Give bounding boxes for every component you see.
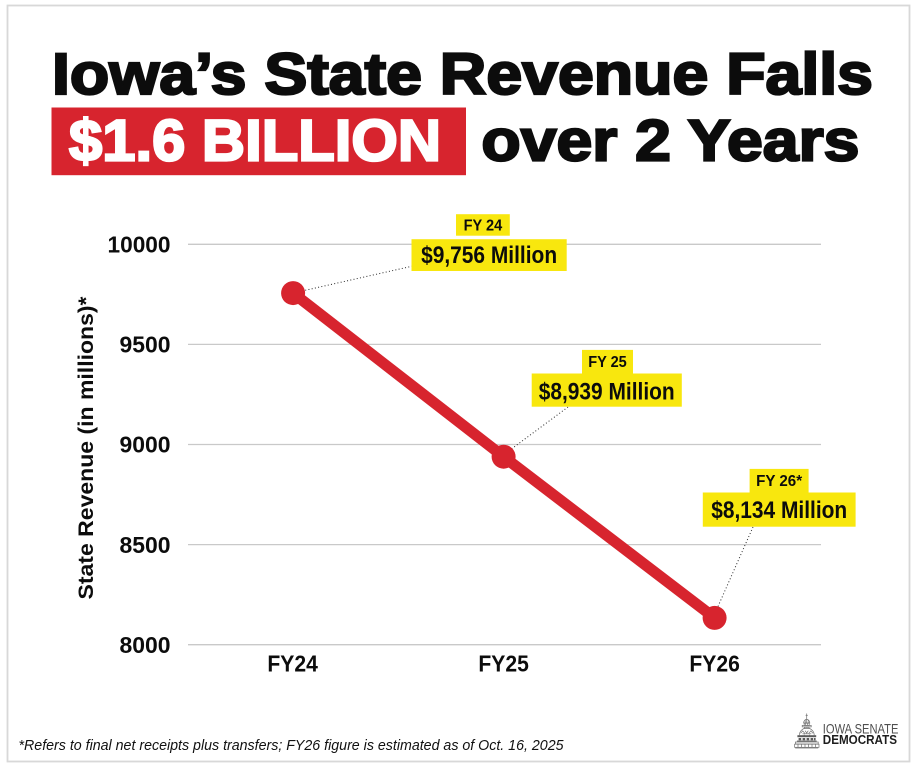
svg-text:$9,756 Million: $9,756 Million — [421, 242, 557, 269]
svg-text:FY 24: FY 24 — [464, 218, 503, 235]
svg-text:$1.6 BILLION: $1.6 BILLION — [69, 109, 441, 174]
svg-text:8500: 8500 — [120, 532, 171, 558]
svg-text:9000: 9000 — [120, 432, 171, 458]
svg-text:$8,134 Million: $8,134 Million — [711, 497, 847, 524]
svg-text:9500: 9500 — [120, 332, 171, 358]
svg-text:FY 26*: FY 26* — [756, 473, 803, 490]
svg-text:IOWA SENATE: IOWA SENATE — [823, 720, 899, 736]
svg-text:8000: 8000 — [120, 632, 171, 658]
svg-text:State Revenue (in millions)*: State Revenue (in millions)* — [75, 296, 98, 600]
svg-text:FY24: FY24 — [267, 651, 318, 677]
svg-text:over 2 Years: over 2 Years — [481, 109, 859, 174]
svg-text:DEMOCRATS: DEMOCRATS — [823, 732, 897, 747]
svg-text:*Refers to final net receipts: *Refers to final net receipts plus trans… — [19, 737, 565, 754]
svg-text:Iowa’s State Revenue Falls: Iowa’s State Revenue Falls — [52, 42, 873, 107]
svg-text:10000: 10000 — [108, 232, 171, 258]
svg-text:FY25: FY25 — [478, 651, 529, 677]
svg-text:$8,939 Million: $8,939 Million — [539, 379, 675, 406]
svg-text:FY26: FY26 — [689, 651, 740, 677]
svg-text:FY 25: FY 25 — [588, 354, 627, 371]
